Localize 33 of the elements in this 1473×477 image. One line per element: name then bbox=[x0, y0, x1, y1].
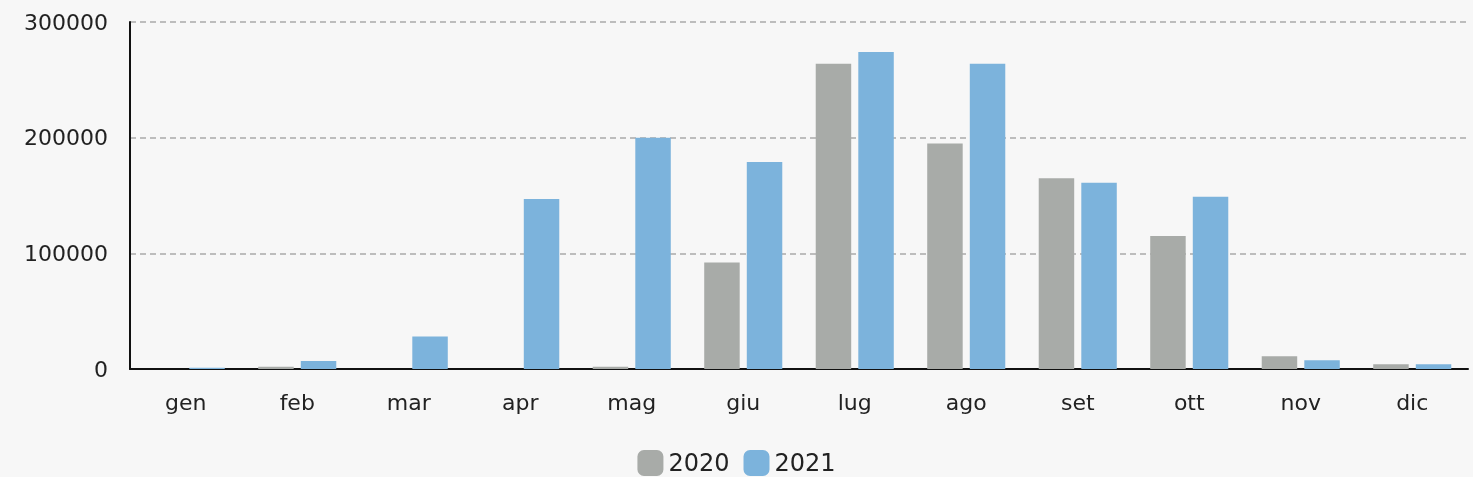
bar bbox=[746, 161, 783, 369]
legend-label: 2021 bbox=[774, 449, 836, 477]
y-tick-label: 0 bbox=[94, 356, 108, 382]
bar bbox=[704, 262, 740, 369]
bar bbox=[635, 137, 671, 369]
x-tick-label: set bbox=[1060, 389, 1095, 415]
bar bbox=[300, 360, 337, 369]
x-tick-label: gen bbox=[165, 389, 207, 415]
bar bbox=[1192, 196, 1229, 369]
x-tick-label: mag bbox=[607, 389, 657, 415]
y-tick-label: 100000 bbox=[24, 240, 108, 266]
bar bbox=[1415, 364, 1452, 369]
x-tick-label: giu bbox=[726, 389, 761, 415]
legend-label: 2020 bbox=[668, 449, 730, 477]
bar bbox=[1304, 360, 1340, 369]
bar bbox=[523, 198, 560, 369]
y-tick-label: 300000 bbox=[24, 9, 108, 35]
x-tick-label: nov bbox=[1280, 389, 1321, 415]
x-tick-label: dic bbox=[1396, 389, 1429, 415]
bar bbox=[969, 63, 1006, 369]
bar bbox=[1081, 182, 1117, 369]
x-tick-label: feb bbox=[279, 389, 315, 415]
bar bbox=[1261, 356, 1298, 369]
bar bbox=[412, 336, 448, 369]
bar bbox=[1150, 235, 1186, 369]
x-tick-label: mar bbox=[386, 389, 432, 415]
x-tick-label: ott bbox=[1173, 389, 1205, 415]
x-tick-label: lug bbox=[837, 389, 872, 415]
bar bbox=[858, 52, 894, 369]
x-tick-label: ago bbox=[945, 389, 987, 415]
bar bbox=[1373, 364, 1409, 369]
x-tick-label: apr bbox=[502, 389, 540, 415]
y-tick-label: 200000 bbox=[24, 125, 108, 151]
